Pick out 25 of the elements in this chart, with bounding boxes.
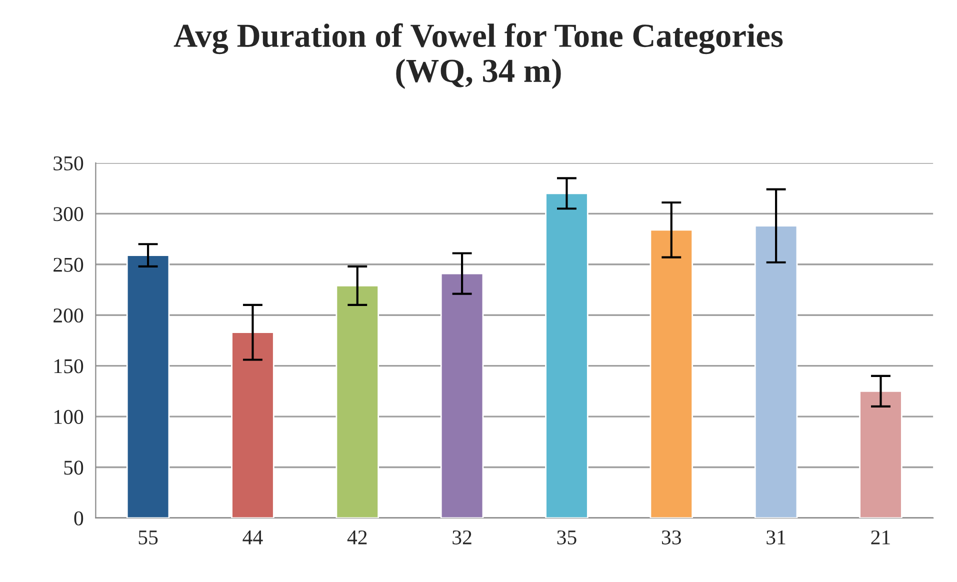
x-tick-label: 21 [871,530,890,544]
x-tick-label: 55 [138,530,158,544]
y-tick-label: 50 [64,460,84,475]
x-tick-label: 35 [557,530,576,544]
y-tick-label: 350 [54,156,84,170]
bar [126,254,170,518]
x-tick-label: 44 [242,530,263,544]
bar [650,229,694,518]
chart-title: Avg Duration of Vowel for Tone Categories (WQ, 34 m) [174,23,783,89]
x-tick-label: 42 [347,530,367,544]
y-tick-label: 100 [54,410,84,424]
bar [440,272,484,518]
y-tick-label: 300 [54,207,84,222]
bar [336,285,380,518]
bar [859,390,902,518]
x-tick-label: 32 [452,530,472,544]
y-tick-label: 200 [54,308,84,323]
y-tick-label: 250 [54,258,84,272]
y-tick-label: 150 [54,359,84,374]
bar [545,192,588,518]
bar [754,225,798,518]
bar [231,332,274,518]
x-tick-label: 33 [662,530,681,544]
x-tick-label: 31 [766,530,786,544]
y-tick-label: 0 [74,511,84,526]
